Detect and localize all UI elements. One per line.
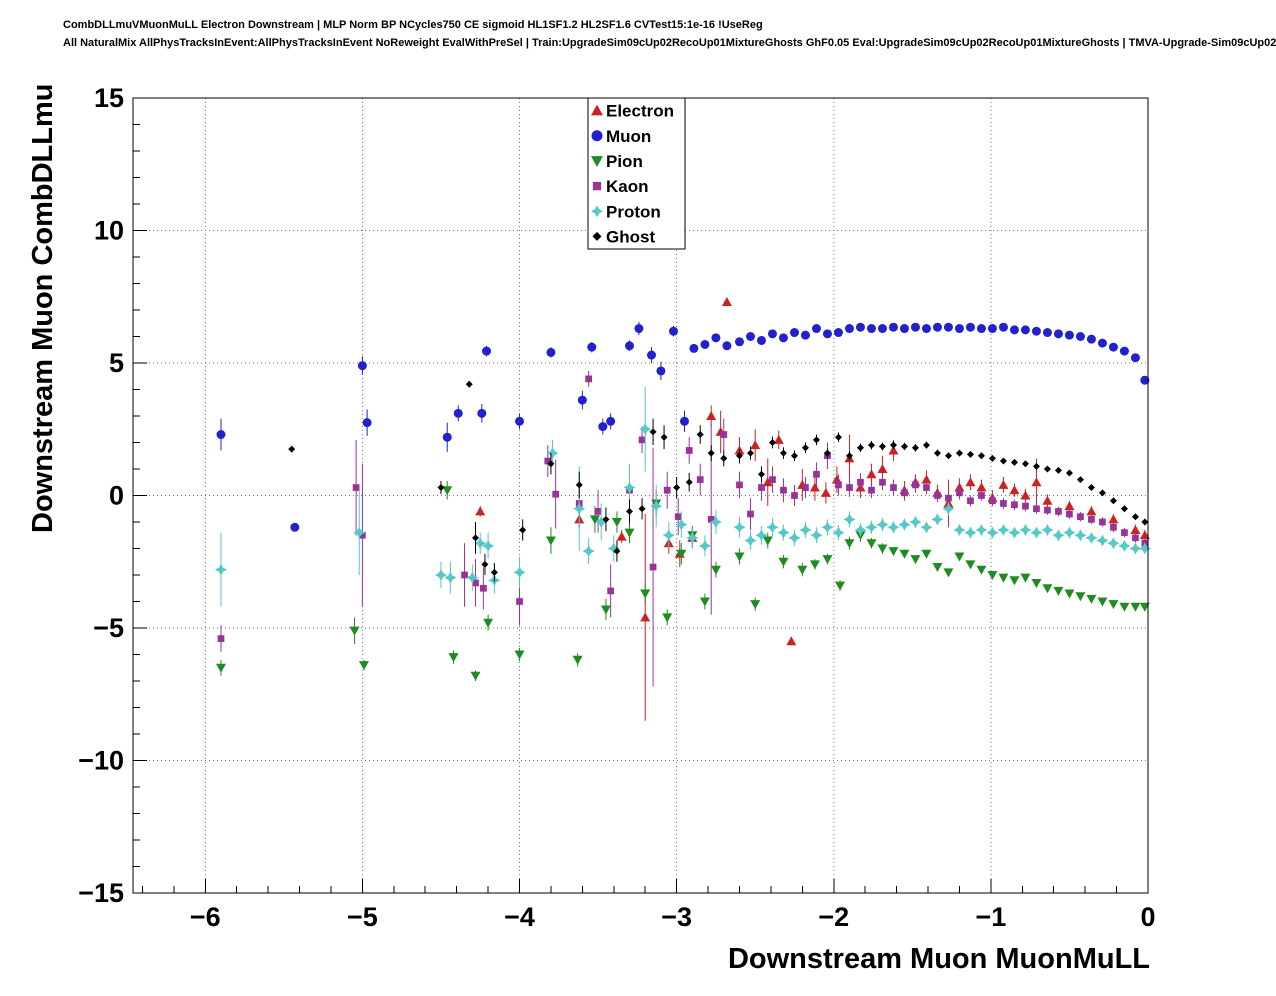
y-tick-label: 0 <box>109 481 124 511</box>
x-tick-label: −5 <box>347 902 378 932</box>
series-muon <box>216 321 1150 532</box>
series-kaon <box>217 370 1149 687</box>
legend-label: Proton <box>606 202 661 221</box>
x-tick-label: −1 <box>975 902 1006 932</box>
legend: Electron Muon Pion Kaon Proton Ghost <box>587 97 686 250</box>
legend-item-kaon: Kaon <box>592 177 649 196</box>
legend-item-ghost: Ghost <box>592 227 655 246</box>
y-axis-title: Downstream Muon CombDLLmu <box>27 84 59 534</box>
y-tick-label: −10 <box>78 746 124 776</box>
legend-box <box>587 97 686 250</box>
legend-item-electron: Electron <box>591 102 674 121</box>
legend-item-proton: Proton <box>591 202 661 221</box>
series-ghost <box>288 380 1149 582</box>
y-tick-label: 10 <box>94 216 124 246</box>
legend-item-pion: Pion <box>591 152 643 171</box>
legend-label: Electron <box>606 102 674 121</box>
legend-label: Muon <box>606 127 651 146</box>
legend-item-muon: Muon <box>591 127 651 146</box>
x-axis-title: Downstream Muon MuonMuLL <box>728 943 1150 975</box>
x-tick-label: −6 <box>190 902 221 932</box>
legend-label: Kaon <box>606 177 649 196</box>
x-tick-label: 0 <box>1140 902 1155 932</box>
y-tick-label: −5 <box>93 613 124 643</box>
y-tick-label: −15 <box>78 878 124 908</box>
plot-title-line1: CombDLLmuVMuonMuLL Electron Downstream |… <box>63 19 763 31</box>
legend-label: Pion <box>606 152 643 171</box>
legend-label: Ghost <box>606 227 655 246</box>
x-tick-label: −4 <box>504 902 535 932</box>
series-proton <box>214 386 1151 607</box>
plot-header: CombDLLmuVMuonMuLL Electron Downstream |… <box>63 16 1276 52</box>
axis-ticks <box>133 97 1149 894</box>
y-tick-label: 5 <box>109 348 124 378</box>
plot-title-line2: All NaturalMix AllPhysTracksInEvent:AllP… <box>63 37 1276 49</box>
x-tick-label: −3 <box>661 902 692 932</box>
series-pion <box>215 480 1150 681</box>
x-tick-label: −2 <box>818 902 849 932</box>
y-tick-label: 15 <box>94 83 124 113</box>
